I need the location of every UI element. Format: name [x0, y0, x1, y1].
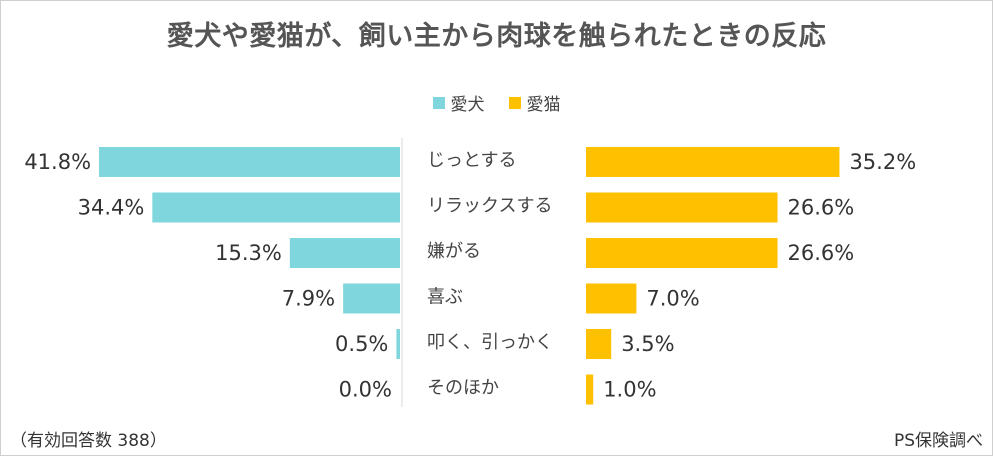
legend-swatch-dog [432, 96, 445, 109]
cat-value-label: 35.2% [849, 150, 916, 174]
chart-title: 愛犬や愛猫が、飼い主から肉球を触られたときの反応 [166, 21, 827, 52]
cat-bar [586, 147, 840, 177]
category-label: 喜ぶ [427, 287, 463, 308]
cat-value-label: 26.6% [788, 241, 855, 265]
dog-bar [152, 192, 400, 223]
cat-value-label: 26.6% [788, 196, 855, 220]
category-label: リラックスする [427, 196, 552, 217]
dog-value-label: 34.4% [78, 196, 145, 220]
category-label: 叩く、引っかく [427, 332, 553, 353]
legend-swatch-cat [508, 96, 521, 109]
dog-value-label: 41.8% [24, 150, 91, 174]
cat-bar [586, 329, 612, 359]
cat-bar [586, 374, 594, 405]
legend-item-cat: 愛猫 [508, 90, 561, 115]
category-label: じっとする [427, 150, 516, 171]
cat-bar [586, 192, 778, 223]
dog-bar [99, 147, 400, 177]
dog-value-label: 0.5% [335, 332, 388, 356]
cat-bar [586, 238, 778, 268]
respondent-note: （有効回答数 388） [10, 431, 167, 451]
dog-value-label: 7.9% [282, 287, 335, 311]
dog-value-label: 15.3% [215, 241, 282, 265]
legend: 愛犬 愛猫 [0, 90, 993, 115]
cat-value-label: 3.5% [621, 332, 674, 356]
cat-value-label: 7.0% [646, 287, 699, 311]
cat-value-label: 1.0% [603, 378, 656, 402]
legend-item-dog: 愛犬 [432, 90, 485, 115]
legend-label-cat: 愛猫 [526, 95, 561, 115]
dog-bar [343, 283, 400, 314]
source-note: PS保険調べ [893, 431, 983, 451]
dog-bar [289, 238, 400, 268]
category-label: そのほか [427, 378, 499, 399]
cat-bar [586, 283, 637, 314]
dog-value-label: 0.0% [339, 378, 392, 402]
dog-bar [396, 329, 400, 359]
legend-label-dog: 愛犬 [450, 95, 485, 115]
category-label: 嫌がる [427, 241, 481, 262]
